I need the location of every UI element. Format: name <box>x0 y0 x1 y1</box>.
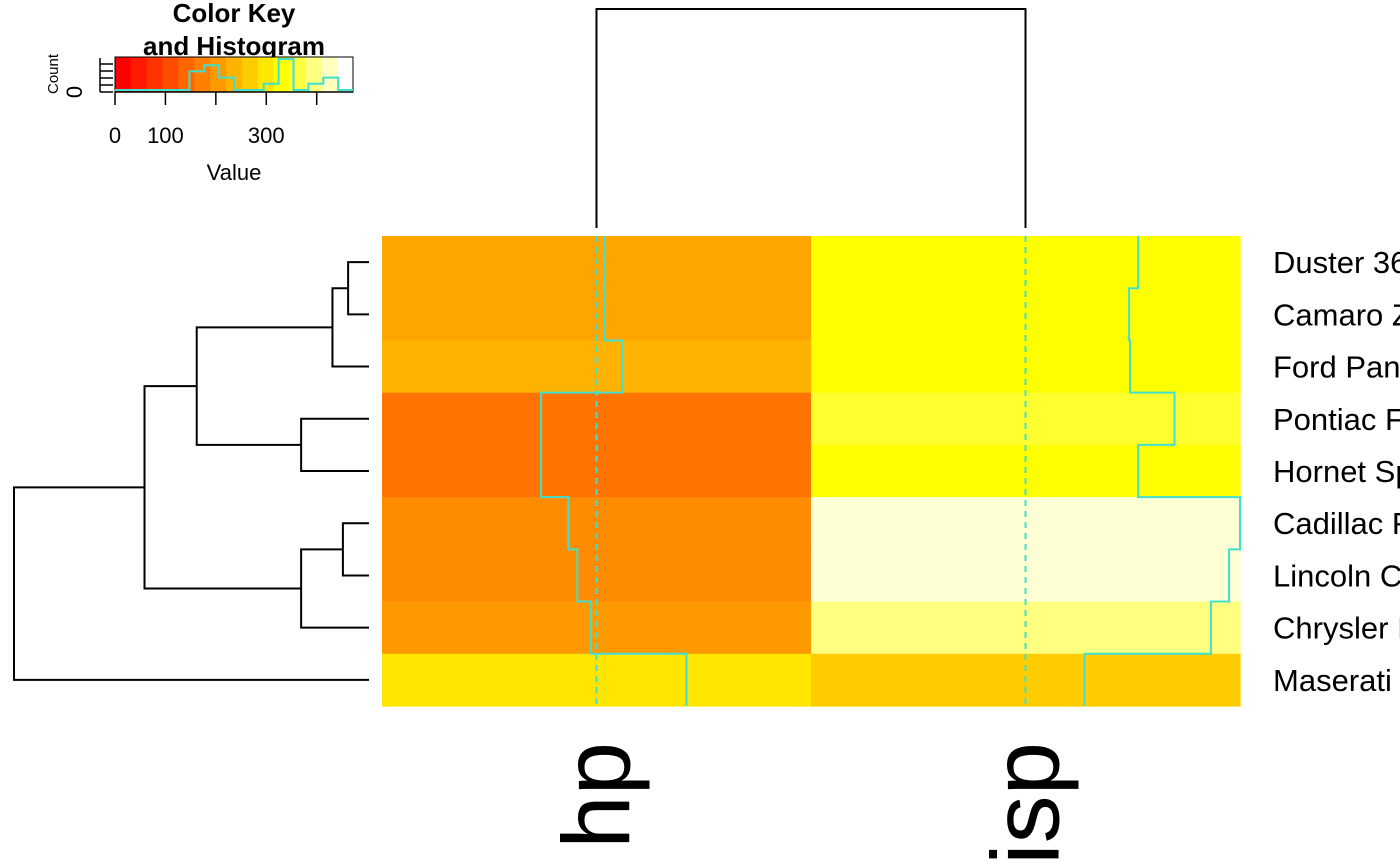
color-key-histogram <box>115 58 353 91</box>
row-label: Lincoln Continental <box>1273 558 1400 593</box>
color-key-x-tick-label: 300 <box>248 123 285 148</box>
column-labels: hp disp <box>544 742 1080 866</box>
row-label: Cadillac Fleetwood <box>1273 506 1400 541</box>
color-key-swatch <box>273 57 291 92</box>
color-key-axes <box>99 58 353 105</box>
row-label: Duster 360 <box>1273 245 1400 280</box>
row-label: Ford Pantera L <box>1273 350 1400 385</box>
column-dendrogram-branch <box>595 8 1027 228</box>
column-dendrogram <box>595 8 1027 228</box>
row-label: Maserati Bora <box>1273 663 1400 698</box>
trace-line <box>540 236 688 706</box>
trace-line <box>1083 236 1241 706</box>
row-dendrogram-branch <box>300 548 369 629</box>
color-key-swatch <box>146 57 164 92</box>
color-key-swatch <box>257 57 275 92</box>
color-key-title-line2: and Histogram <box>143 31 325 61</box>
heatmap-traces <box>540 236 1241 706</box>
color-key-count-zero: 0 <box>62 86 87 98</box>
row-dendrogram-branch <box>300 417 369 472</box>
row-label: Pontiac Firebird <box>1273 402 1400 437</box>
row-dendrogram-branch <box>347 261 369 316</box>
heatmap-cells <box>382 236 1241 707</box>
row-label: Camaro Z28 <box>1273 297 1400 332</box>
color-key-x-tick-label: 100 <box>147 123 184 148</box>
row-dendrogram-branch <box>331 287 369 368</box>
row-dendrogram <box>13 261 369 681</box>
color-key-x-tick-label: 0 <box>109 123 121 148</box>
color-key-swatch <box>115 57 132 92</box>
color-key-swatch <box>178 57 195 92</box>
row-dendrogram-branch <box>13 486 369 681</box>
color-key-swatch <box>241 57 259 92</box>
color-key-swatch <box>194 57 211 92</box>
column-label: hp <box>544 742 651 849</box>
color-key-value-label: Value <box>207 160 262 185</box>
color-key-x-ticks: 0 100 300 <box>109 123 285 148</box>
color-key-swatch <box>321 57 338 92</box>
color-key-swatch <box>289 57 306 92</box>
row-labels: Duster 360 Camaro Z28 Ford Pantera L Pontia… <box>1273 245 1400 698</box>
color-key-swatch <box>226 57 243 92</box>
color-key: Color Key and Histogram Count 0 0 100 300 … <box>45 0 354 185</box>
color-key-count-label: Count <box>45 53 62 94</box>
row-dendrogram-branch <box>143 385 302 590</box>
column-label: disp <box>973 742 1080 866</box>
row-label: Chrysler Imperial <box>1273 611 1400 646</box>
color-key-title-line1: Color Key <box>173 0 296 28</box>
color-key-swatch <box>162 57 179 92</box>
color-key-swatch <box>130 57 148 92</box>
color-key-swatch <box>337 57 354 92</box>
row-dendrogram-branch <box>341 522 369 577</box>
row-label: Hornet Sportabout <box>1273 454 1400 489</box>
row-dendrogram-branch <box>195 326 333 446</box>
